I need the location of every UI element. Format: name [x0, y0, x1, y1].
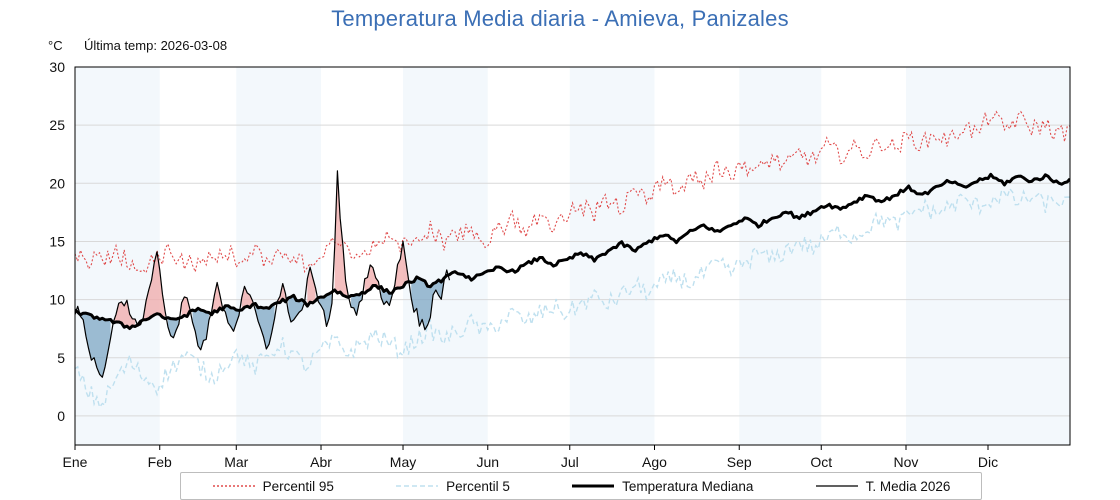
svg-text:May: May — [390, 454, 416, 470]
last-temp-label: Última temp: 2026-03-08 — [84, 38, 228, 53]
legend-item-mean2026: T. Media 2026 — [815, 478, 951, 494]
legend-label-p5: Percentil 5 — [446, 478, 510, 494]
legend-item-p95: Percentil 95 — [212, 479, 334, 494]
legend-item-median: Temperatura Mediana — [571, 479, 753, 494]
legend-swatch-mean2026 — [815, 480, 859, 492]
legend-label-p95: Percentil 95 — [262, 478, 334, 494]
chart-title: Temperatura Media diaria - Amieva, Paniz… — [331, 6, 789, 31]
legend-label-mean2026: T. Media 2026 — [865, 478, 951, 494]
svg-text:Ene: Ene — [63, 454, 88, 470]
svg-text:30: 30 — [49, 59, 65, 75]
svg-text:10: 10 — [49, 292, 65, 308]
svg-text:Feb: Feb — [148, 454, 172, 470]
svg-text:Jul: Jul — [561, 454, 579, 470]
svg-text:Abr: Abr — [310, 454, 332, 470]
y-axis-unit-label: °C — [48, 38, 63, 53]
svg-text:Nov: Nov — [894, 454, 919, 470]
legend-label-median: Temperatura Mediana — [622, 478, 754, 494]
svg-text:Mar: Mar — [224, 454, 248, 470]
svg-text:Ago: Ago — [642, 454, 667, 470]
svg-text:25: 25 — [49, 117, 65, 133]
svg-text:Jun: Jun — [476, 454, 499, 470]
legend-swatch-median — [571, 480, 615, 492]
svg-text:20: 20 — [49, 175, 65, 191]
svg-text:Dic: Dic — [978, 454, 998, 470]
svg-text:0: 0 — [57, 408, 65, 424]
svg-text:Oct: Oct — [810, 454, 832, 470]
legend-swatch-p5 — [395, 480, 439, 492]
legend-swatch-p95 — [212, 480, 256, 492]
legend-item-p5: Percentil 5 — [395, 479, 510, 494]
svg-text:15: 15 — [49, 233, 65, 249]
svg-text:Sep: Sep — [727, 454, 752, 470]
svg-text:5: 5 — [57, 350, 65, 366]
chart-legend: Percentil 95 Percentil 5 Temperatura Med… — [180, 472, 982, 500]
